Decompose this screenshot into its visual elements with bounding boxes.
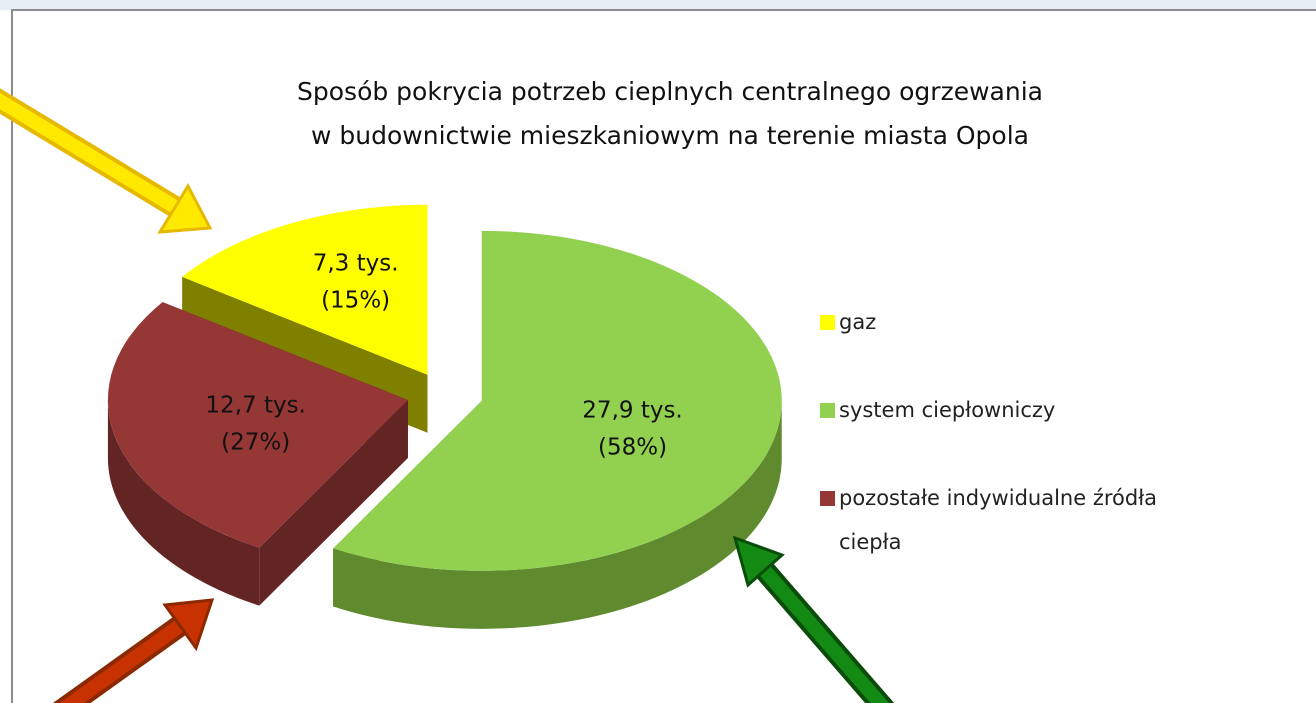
slice-top	[333, 230, 782, 571]
slice	[107, 302, 408, 606]
legend-swatch	[820, 403, 835, 418]
data-label: 12,7 tys.	[205, 392, 305, 418]
legend-entry: pozostałe indywidualne źródła ciepła	[820, 476, 1180, 564]
data-label: (58%)	[598, 434, 667, 460]
slice-top	[107, 302, 408, 548]
legend-swatch	[820, 315, 835, 330]
top-strip	[0, 0, 1316, 10]
legend-label: gaz	[839, 310, 877, 334]
pie: 7,3 tys. (15%) 27,9 tys. (58%) 12,7 tys. (27%…	[107, 204, 782, 629]
data-label: (15%)	[321, 288, 390, 314]
data-label: 27,9 tys.	[582, 397, 682, 423]
legend-entry: system ciepłowniczy	[820, 388, 1180, 432]
legend-entry: gaz	[820, 300, 1180, 344]
data-label: (27%)	[221, 429, 290, 455]
slice-edge	[259, 399, 408, 606]
slice	[333, 230, 782, 629]
slice-top	[182, 204, 428, 375]
data-label: 7,3 tys.	[313, 251, 399, 277]
chart-title: Sposób pokrycia potrzeb cieplnych centra…	[297, 77, 1043, 150]
slice-side	[333, 400, 782, 629]
legend-swatch	[820, 491, 835, 506]
legend-label: system ciepłowniczy	[839, 398, 1056, 422]
legend-label: pozostałe indywidualne źródła ciepła	[839, 486, 1158, 554]
arrows	[0, 88, 895, 703]
slice-side	[107, 399, 260, 606]
